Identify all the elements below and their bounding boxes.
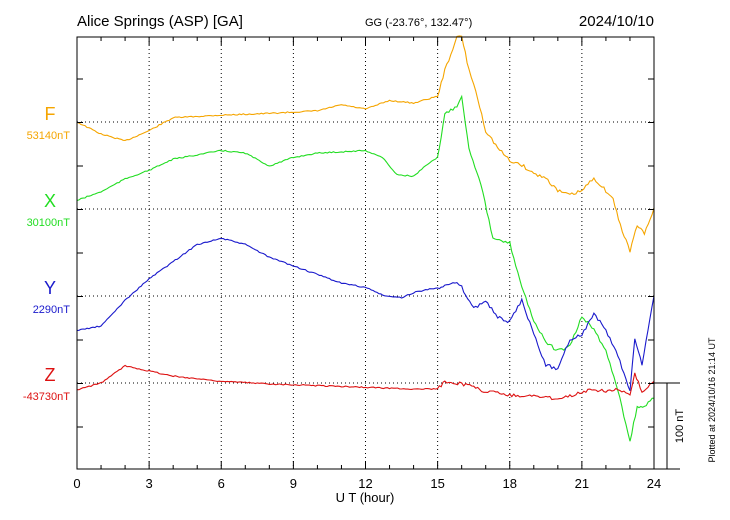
series-baseline-x: 30100nT: [27, 217, 71, 229]
x-tick-label: 6: [218, 476, 225, 491]
plotted-at-label: Plotted at 2024/10/16 21:14 UT: [707, 337, 717, 463]
series-name-x: X: [44, 191, 56, 211]
series-baseline-z: -43730nT: [23, 391, 70, 403]
series-name-z: Z: [45, 365, 56, 385]
x-tick-label: 18: [503, 476, 517, 491]
x-tick-label: 21: [575, 476, 589, 491]
series-labels: F 53140nT X 30100nT Y 2290nT Z -43730nT: [23, 104, 70, 403]
series-group: [76, 35, 655, 442]
scale-bar: 100 nT: [654, 382, 686, 470]
x-axis: 0 3 6 9 12 15 18 21 24: [73, 37, 661, 491]
series-name-f: F: [45, 104, 56, 124]
scale-bar-label: 100 nT: [674, 409, 686, 444]
x-tick-label: 9: [290, 476, 297, 491]
series-baseline-y: 2290nT: [33, 304, 71, 316]
x-tick-label: 3: [146, 476, 153, 491]
x-axis-label: U T (hour): [336, 490, 395, 505]
grid: [77, 37, 654, 469]
series-line-y: [76, 238, 655, 392]
x-tick-label: 24: [647, 476, 661, 491]
date-label: 2024/10/10: [579, 13, 654, 30]
station-title: Alice Springs (ASP) [GA]: [77, 13, 243, 30]
series-name-y: Y: [44, 278, 56, 298]
x-tick-label: 0: [73, 476, 80, 491]
series-line-x: [76, 94, 655, 442]
series-line-f: [76, 35, 655, 253]
coordinates-label: GG (-23.76°, 132.47°): [365, 17, 472, 29]
x-tick-label: 15: [430, 476, 444, 491]
series-baseline-f: 53140nT: [27, 130, 71, 142]
x-tick-label: 12: [358, 476, 372, 491]
series-line-z: [77, 364, 655, 401]
